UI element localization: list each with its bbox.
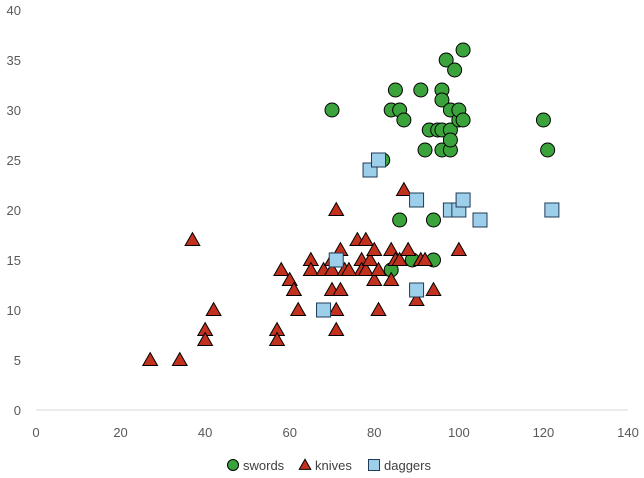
knives-point — [366, 271, 383, 287]
daggers-point — [371, 152, 387, 168]
y-tick-label: 5 — [14, 353, 21, 368]
daggers-point — [328, 252, 344, 268]
knives-point — [340, 261, 358, 277]
legend-label-swords: swords — [243, 458, 285, 473]
knives-point — [425, 281, 442, 297]
knives-point — [357, 261, 375, 277]
x-tick-label: 120 — [533, 425, 555, 440]
daggers-point — [409, 282, 425, 298]
knives-point — [328, 321, 345, 337]
y-tick-label: 0 — [14, 403, 21, 418]
swords-point — [392, 212, 408, 228]
swords-point — [425, 212, 441, 228]
knives-point — [416, 251, 434, 267]
legend-label-knives: knives — [315, 458, 352, 473]
daggers-point — [472, 212, 488, 228]
daggers-point — [455, 192, 471, 208]
y-tick-label: 35 — [7, 53, 21, 68]
knives-point — [171, 351, 188, 367]
legend-marker-daggers — [368, 459, 380, 471]
swords-point — [396, 112, 412, 128]
swords-point — [540, 142, 556, 158]
swords-point — [455, 112, 471, 128]
legend-marker-swords — [227, 459, 239, 471]
y-tick-label: 30 — [7, 103, 21, 118]
swords-point — [442, 132, 458, 148]
knives-point — [141, 351, 159, 367]
swords-point — [447, 62, 463, 78]
y-tick-label: 15 — [7, 253, 21, 268]
series-knives — [141, 181, 468, 367]
knives-point — [273, 261, 290, 277]
x-tick-label: 0 — [32, 425, 39, 440]
knives-point — [332, 281, 349, 297]
daggers-point — [409, 192, 425, 208]
knives-point — [366, 241, 383, 257]
knives-point — [323, 261, 341, 277]
knives-point — [357, 231, 375, 247]
knives-point — [370, 301, 387, 317]
knives-point — [382, 271, 400, 287]
legend-marker-knives — [298, 458, 312, 470]
legend-label-daggers: daggers — [384, 458, 431, 473]
axis-layer: 0 20 40 60 80 100 120 140 0 5 10 15 20 25 30 35 40 — [7, 3, 639, 440]
daggers-point — [316, 302, 332, 318]
y-tick-label: 20 — [7, 203, 21, 218]
x-tick-label: 20 — [113, 425, 127, 440]
swords-point — [434, 92, 450, 108]
knives-point — [399, 241, 417, 257]
knives-point — [285, 281, 303, 297]
knives-point — [205, 301, 222, 317]
x-tick-label: 140 — [617, 425, 639, 440]
swords-point — [535, 112, 551, 128]
y-tick-label: 10 — [7, 303, 21, 318]
x-tick-label: 100 — [448, 425, 470, 440]
legend: swords knives daggers — [227, 458, 431, 473]
knives-point — [395, 181, 413, 197]
swords-point — [413, 82, 429, 98]
knives-point — [289, 301, 307, 317]
y-tick-label: 25 — [7, 153, 21, 168]
knives-point — [391, 251, 408, 267]
x-tick-label: 40 — [198, 425, 212, 440]
swords-point — [417, 142, 433, 158]
x-tick-label: 80 — [367, 425, 381, 440]
knives-point — [328, 301, 345, 317]
marks-layer — [141, 42, 560, 367]
knives-point — [281, 271, 298, 287]
y-tick-label: 40 — [7, 3, 21, 18]
knives-point — [196, 331, 214, 347]
swords-point — [455, 42, 471, 58]
knives-point — [302, 261, 320, 277]
knives-point — [268, 331, 286, 347]
knives-point — [370, 261, 387, 277]
series-daggers — [316, 152, 560, 318]
knives-point — [382, 241, 400, 257]
swords-point — [324, 102, 340, 118]
swords-point — [387, 82, 403, 98]
knives-point — [408, 291, 425, 307]
knives-point — [450, 241, 468, 257]
daggers-point — [544, 202, 560, 218]
swords-point — [438, 52, 454, 68]
knives-point — [361, 251, 379, 267]
x-tick-label: 60 — [282, 425, 296, 440]
knives-point — [328, 201, 345, 217]
knives-point — [184, 231, 201, 247]
